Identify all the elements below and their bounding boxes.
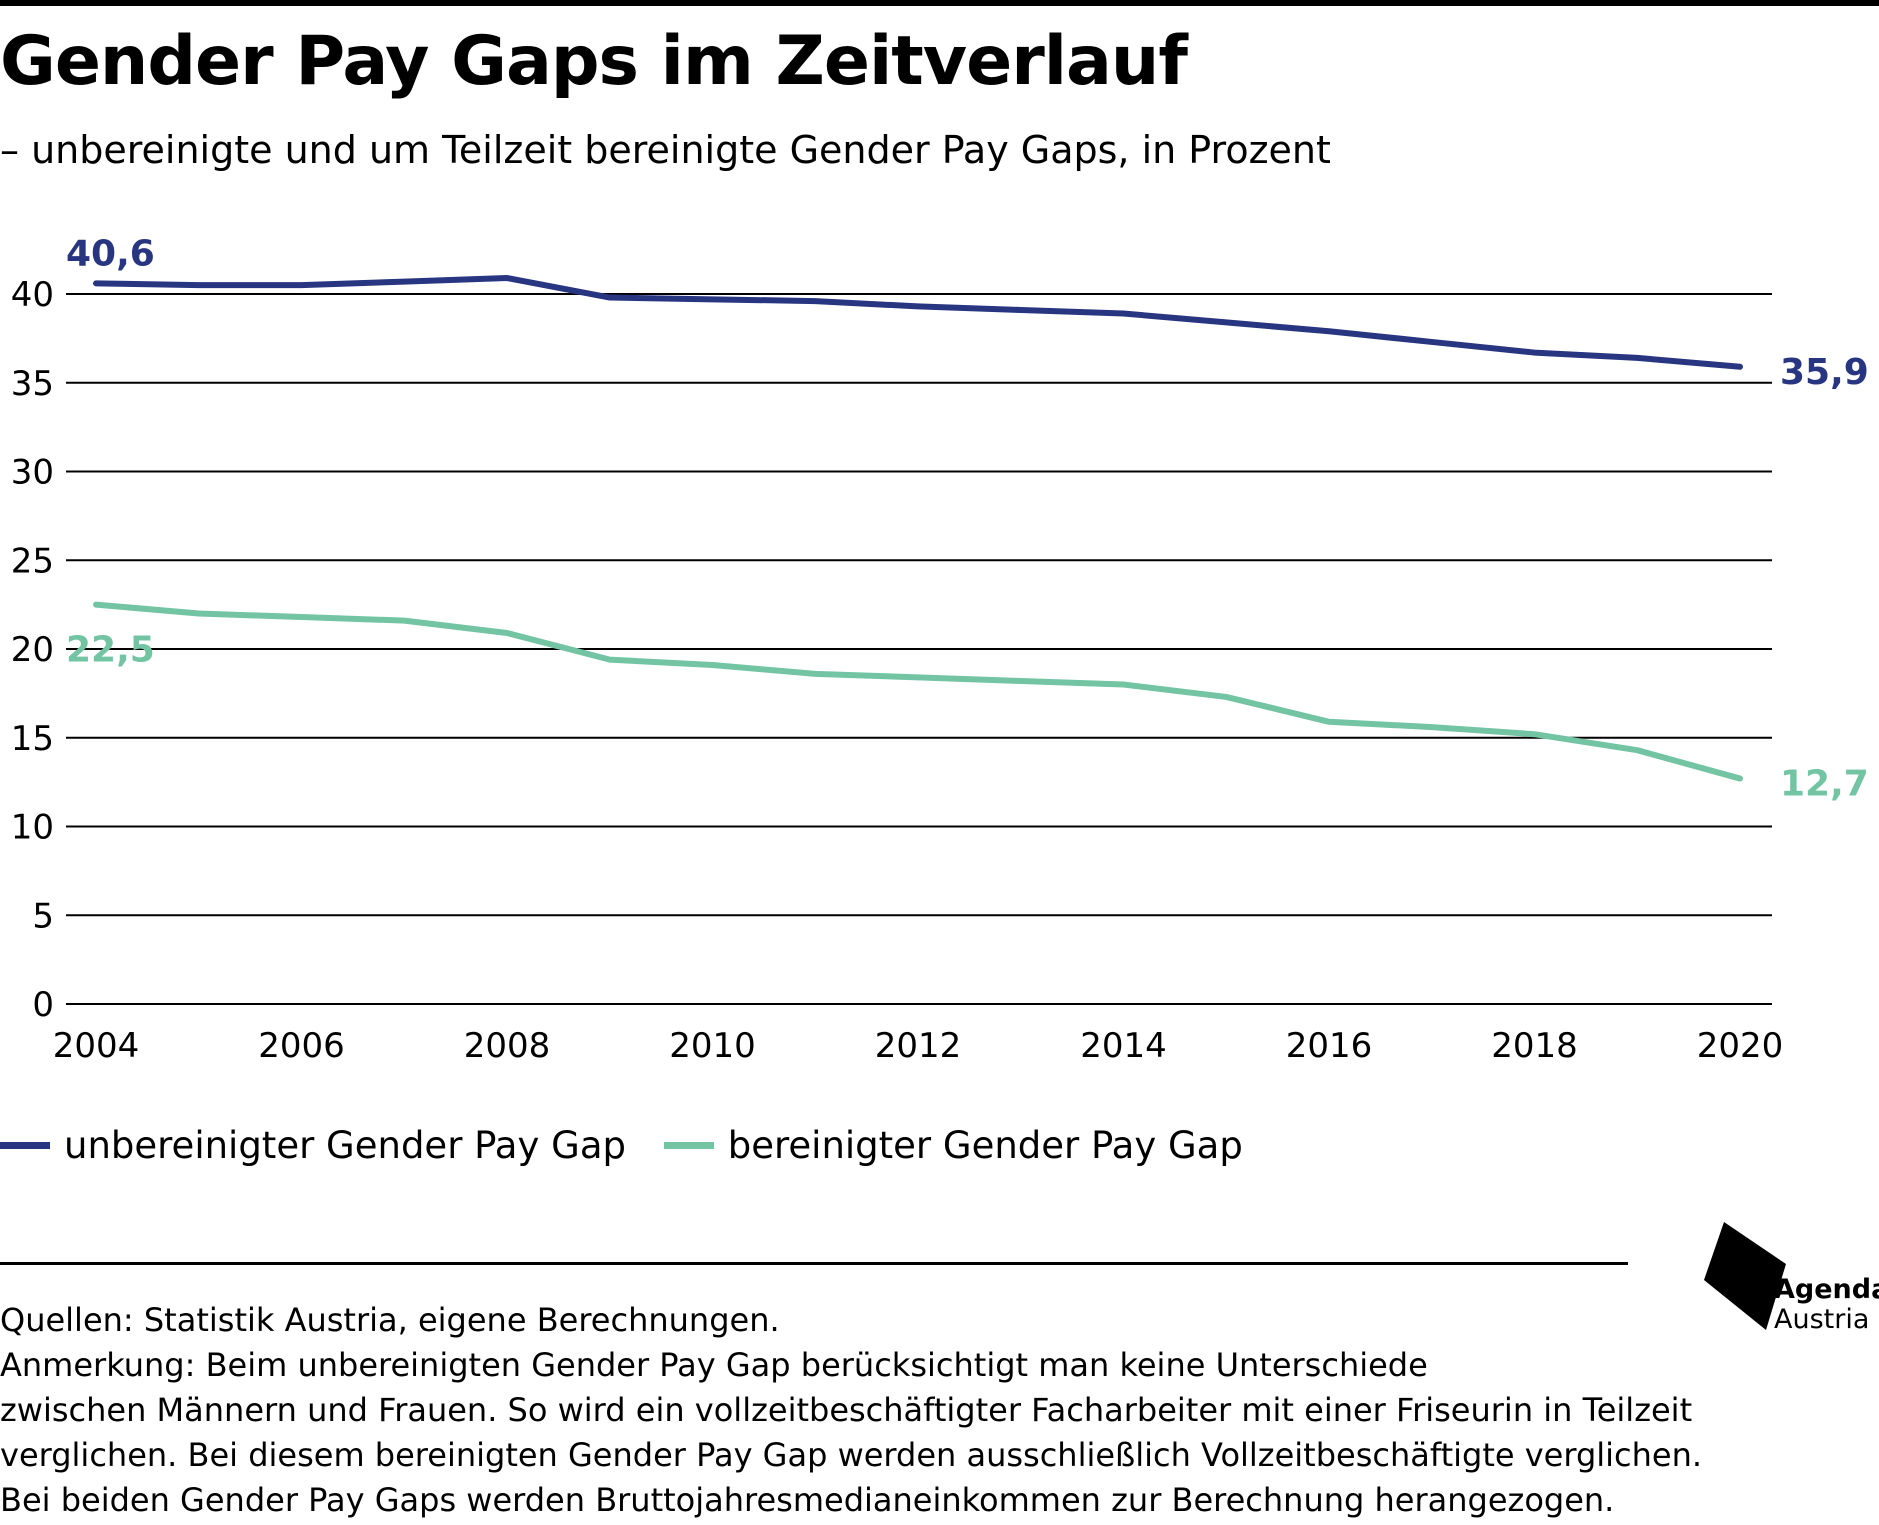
y-tick-labels: 0 5 10 15 20 25 30 35 40	[11, 275, 54, 1025]
series-line-unadjusted	[93, 275, 1743, 370]
legend-item-unadjusted: unbereinigter Gender Pay Gap	[0, 1124, 626, 1167]
logo-austria: Austria	[1774, 1304, 1870, 1335]
legend-label-adjusted: bereinigter Gender Pay Gap	[727, 1124, 1243, 1167]
x-tick-2014: 2014	[1080, 1026, 1167, 1066]
y-tick-5: 5	[32, 896, 54, 936]
x-tick-2016: 2016	[1286, 1026, 1373, 1066]
y-tick-10: 10	[11, 808, 54, 848]
chart-subtitle: – unbereinigte und um Teilzeit bereinigt…	[0, 128, 1331, 172]
x-tick-2012: 2012	[875, 1026, 962, 1066]
x-tick-2018: 2018	[1491, 1026, 1578, 1066]
line-chart: 0 5 10 15 20 25 30 35 40 2004 2006 2008 2010 2012 201…	[11, 233, 1869, 1066]
x-tick-2010: 2010	[669, 1026, 756, 1066]
gridlines	[66, 293, 1772, 1005]
logo-text: Agenda Austria	[1774, 1275, 1879, 1335]
y-tick-25: 25	[11, 541, 54, 581]
legend-swatch-adjusted	[663, 1142, 714, 1149]
y-tick-0: 0	[32, 985, 54, 1025]
top-rule	[0, 0, 1879, 6]
x-tick-2020: 2020	[1697, 1026, 1784, 1066]
legend-label-unadjusted: unbereinigter Gender Pay Gap	[64, 1124, 626, 1167]
x-tick-2008: 2008	[464, 1026, 551, 1066]
x-tick-2004: 2004	[53, 1026, 140, 1066]
remark-line-3: verglichen. Bei diesem bereinigten Gende…	[0, 1436, 1703, 1474]
y-tick-20: 20	[11, 630, 54, 670]
data-labels: 40,6 35,9 22,5 12,7	[66, 233, 1869, 804]
x-tick-labels: 2004 2006 2008 2010 2012 2014 2016 2018 2020	[53, 1026, 1784, 1066]
remark-line-2: zwischen Männern und Frauen. So wird ein…	[0, 1391, 1693, 1429]
y-tick-15: 15	[11, 719, 54, 759]
legend: unbereinigter Gender Pay Gap bereinigter…	[0, 1115, 1269, 1167]
remark-line-4: Bei beiden Gender Pay Gaps werden Brutto…	[0, 1481, 1615, 1519]
end-label-unadjusted: 35,9	[1780, 352, 1869, 393]
x-tick-2006: 2006	[258, 1026, 345, 1066]
y-tick-40: 40	[11, 275, 54, 315]
series-line-adjusted	[93, 601, 1743, 782]
sources-note: Quellen: Statistik Austria, eigene Berec…	[0, 1301, 780, 1339]
legend-swatch-unadjusted	[0, 1142, 50, 1149]
remark-line-1: Anmerkung: Beim unbereinigten Gender Pay…	[0, 1346, 1428, 1384]
start-label-unadjusted: 40,6	[66, 233, 155, 274]
logo-agenda: Agenda	[1774, 1274, 1879, 1305]
footnotes: Quellen: Statistik Austria, eigene Berec…	[0, 1298, 1870, 1523]
series-lines	[93, 275, 1743, 782]
legend-item-adjusted: bereinigter Gender Pay Gap	[663, 1124, 1243, 1167]
footer-rule	[0, 1262, 1628, 1265]
y-tick-30: 30	[11, 453, 54, 493]
y-tick-35: 35	[11, 364, 54, 404]
start-label-adjusted: 22,5	[66, 630, 155, 671]
agenda-austria-logo-icon	[1704, 1222, 1786, 1330]
chart-title: Gender Pay Gaps im Zeitverlauf	[0, 22, 1188, 101]
end-label-adjusted: 12,7	[1780, 764, 1869, 805]
